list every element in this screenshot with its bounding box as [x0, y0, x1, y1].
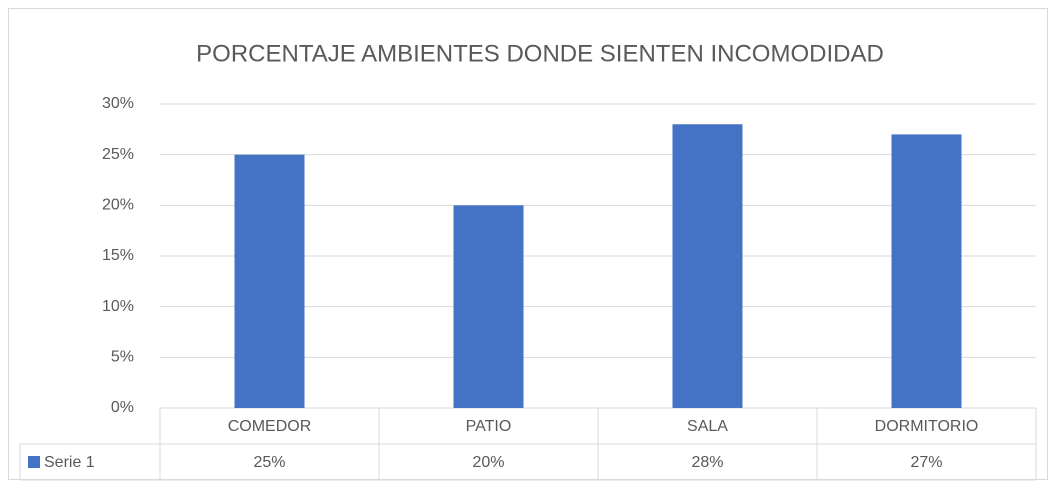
y-tick-label: 5%	[111, 349, 134, 366]
data-label: 27%	[910, 454, 942, 471]
y-tick-label: 10%	[102, 298, 134, 315]
x-tick-label: PATIO	[466, 418, 512, 435]
legend-label: Serie 1	[44, 454, 95, 471]
legend-swatch	[28, 456, 40, 468]
data-label: 25%	[253, 454, 285, 471]
x-tick-label: DORMITORIO	[875, 418, 979, 435]
data-label: 20%	[472, 454, 504, 471]
chart-border	[8, 8, 1048, 480]
bar	[891, 134, 962, 408]
bar	[453, 205, 524, 408]
x-tick-label: COMEDOR	[228, 418, 312, 435]
y-tick-label: 25%	[102, 146, 134, 163]
bar	[234, 154, 305, 408]
bar	[672, 124, 743, 409]
y-tick-label: 20%	[102, 197, 134, 214]
y-tick-label: 15%	[102, 247, 134, 264]
y-tick-label: 0%	[111, 399, 134, 416]
chart-title: PORCENTAJE AMBIENTES DONDE SIENTEN INCOM…	[196, 40, 884, 67]
data-label: 28%	[691, 454, 723, 471]
y-tick-label: 30%	[102, 95, 134, 112]
x-tick-label: SALA	[687, 418, 728, 435]
